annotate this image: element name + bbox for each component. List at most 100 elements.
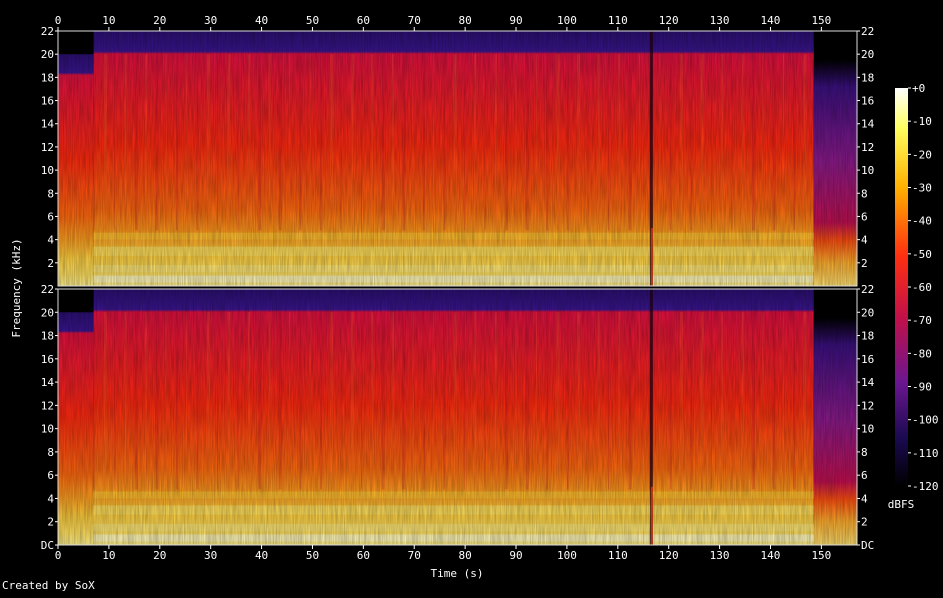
x-tick-label: 20 <box>153 549 166 562</box>
x-tick-label: 60 <box>357 14 370 27</box>
y-tick-label: 20 <box>861 306 874 319</box>
y-tick-label: DC <box>41 539 54 552</box>
x-tick-label: 70 <box>408 14 421 27</box>
colorbar-tick-label: +0 <box>912 82 925 95</box>
y-tick-label: DC <box>861 539 874 552</box>
channel-panel-2 <box>58 289 857 545</box>
y-tick-label: 20 <box>861 48 874 61</box>
colorbar-tick-label: -90 <box>912 381 932 394</box>
x-tick-label: 10 <box>102 14 115 27</box>
y-tick-label: 12 <box>861 141 874 154</box>
x-tick-label: 90 <box>509 549 522 562</box>
x-tick-label: 30 <box>204 549 217 562</box>
panel-frame <box>57 288 858 546</box>
colorbar-tick-label: -60 <box>912 281 932 294</box>
colorbar-tick-label: -10 <box>912 115 932 128</box>
y-tick-label: 14 <box>41 376 55 389</box>
x-tick-label: 120 <box>659 14 679 27</box>
x-tick-label: 50 <box>306 549 319 562</box>
x-axis-label: Time (s) <box>431 567 484 580</box>
y-tick-label: 22 <box>861 283 874 296</box>
y-tick-label: 12 <box>861 399 874 412</box>
x-tick-label: 20 <box>153 14 166 27</box>
y-axis-label: Frequency (kHz) <box>10 238 23 337</box>
colorbar-tick-label: -110 <box>912 447 939 460</box>
y-tick-label: 4 <box>47 234 54 247</box>
y-tick-label: 16 <box>861 353 874 366</box>
x-tick-label: 60 <box>357 549 370 562</box>
y-tick-label: 6 <box>47 210 54 223</box>
y-tick-label: 20 <box>41 306 54 319</box>
spectrogram-grain <box>58 289 857 545</box>
colorbar-tick-label: -80 <box>912 347 932 360</box>
x-tick-label: 150 <box>811 14 831 27</box>
x-tick-label: 40 <box>255 14 268 27</box>
y-tick-label: 12 <box>41 399 54 412</box>
y-tick-label: 18 <box>41 71 54 84</box>
y-tick-label: 10 <box>861 423 874 436</box>
y-tick-label: 14 <box>861 118 875 131</box>
y-tick-label: 8 <box>861 187 868 200</box>
y-tick-label: 6 <box>861 469 868 482</box>
y-tick-label: 22 <box>41 25 54 38</box>
y-tick-label: 10 <box>41 423 54 436</box>
x-tick-label: 90 <box>509 14 522 27</box>
y-tick-label: 2 <box>47 257 54 270</box>
y-tick-label: 8 <box>47 187 54 200</box>
spectrogram-grain <box>58 31 857 286</box>
colorbar-tick-label: -20 <box>912 148 932 161</box>
y-tick-label: 18 <box>861 71 874 84</box>
colorbar-tick-label: -70 <box>912 314 932 327</box>
y-tick-label: 16 <box>41 95 54 108</box>
x-tick-label: 80 <box>459 549 472 562</box>
panel-frame <box>57 30 858 287</box>
y-tick-label: 8 <box>47 446 54 459</box>
y-tick-label: 12 <box>41 141 54 154</box>
x-tick-label: 80 <box>459 14 472 27</box>
y-tick-label: 14 <box>861 376 875 389</box>
footer-credit: Created by SoX <box>2 579 95 592</box>
x-tick-label: 100 <box>557 549 577 562</box>
y-tick-label: 2 <box>861 516 868 529</box>
x-tick-label: 30 <box>204 14 217 27</box>
x-tick-label: 120 <box>659 549 679 562</box>
x-tick-label: 150 <box>811 549 831 562</box>
colorbar-label: dBFS <box>888 498 915 511</box>
x-tick-label: 10 <box>102 549 115 562</box>
y-tick-label: 20 <box>41 48 54 61</box>
y-tick-label: 16 <box>861 95 874 108</box>
x-tick-label: 140 <box>761 549 781 562</box>
y-tick-label: 18 <box>41 330 54 343</box>
x-tick-label: 100 <box>557 14 577 27</box>
y-tick-label: 10 <box>41 164 54 177</box>
colorbar-tick-label: -50 <box>912 248 932 261</box>
x-tick-label: 0 <box>55 549 62 562</box>
x-tick-label: 110 <box>608 14 628 27</box>
colorbar <box>895 88 908 486</box>
y-tick-label: 4 <box>47 492 54 505</box>
colorbar-tick-label: -40 <box>912 215 932 228</box>
y-tick-label: 6 <box>47 469 54 482</box>
x-tick-label: 130 <box>710 549 730 562</box>
x-tick-label: 70 <box>408 549 421 562</box>
y-tick-label: 4 <box>861 234 868 247</box>
x-tick-label: 40 <box>255 549 268 562</box>
y-tick-label: 4 <box>861 492 868 505</box>
x-tick-label: 0 <box>55 14 62 27</box>
y-tick-label: 2 <box>861 257 868 270</box>
x-tick-label: 110 <box>608 549 628 562</box>
x-tick-label: 50 <box>306 14 319 27</box>
y-tick-label: 6 <box>861 210 868 223</box>
y-tick-label: 14 <box>41 118 55 131</box>
y-tick-label: 18 <box>861 330 874 343</box>
colorbar-tick-label: -100 <box>912 414 939 427</box>
y-tick-label: 10 <box>861 164 874 177</box>
y-tick-label: 22 <box>861 25 874 38</box>
x-tick-label: 130 <box>710 14 730 27</box>
colorbar-tick-label: -120 <box>912 480 939 493</box>
channel-panel-1 <box>58 31 857 287</box>
y-tick-label: 8 <box>861 446 868 459</box>
x-tick-label: 140 <box>761 14 781 27</box>
